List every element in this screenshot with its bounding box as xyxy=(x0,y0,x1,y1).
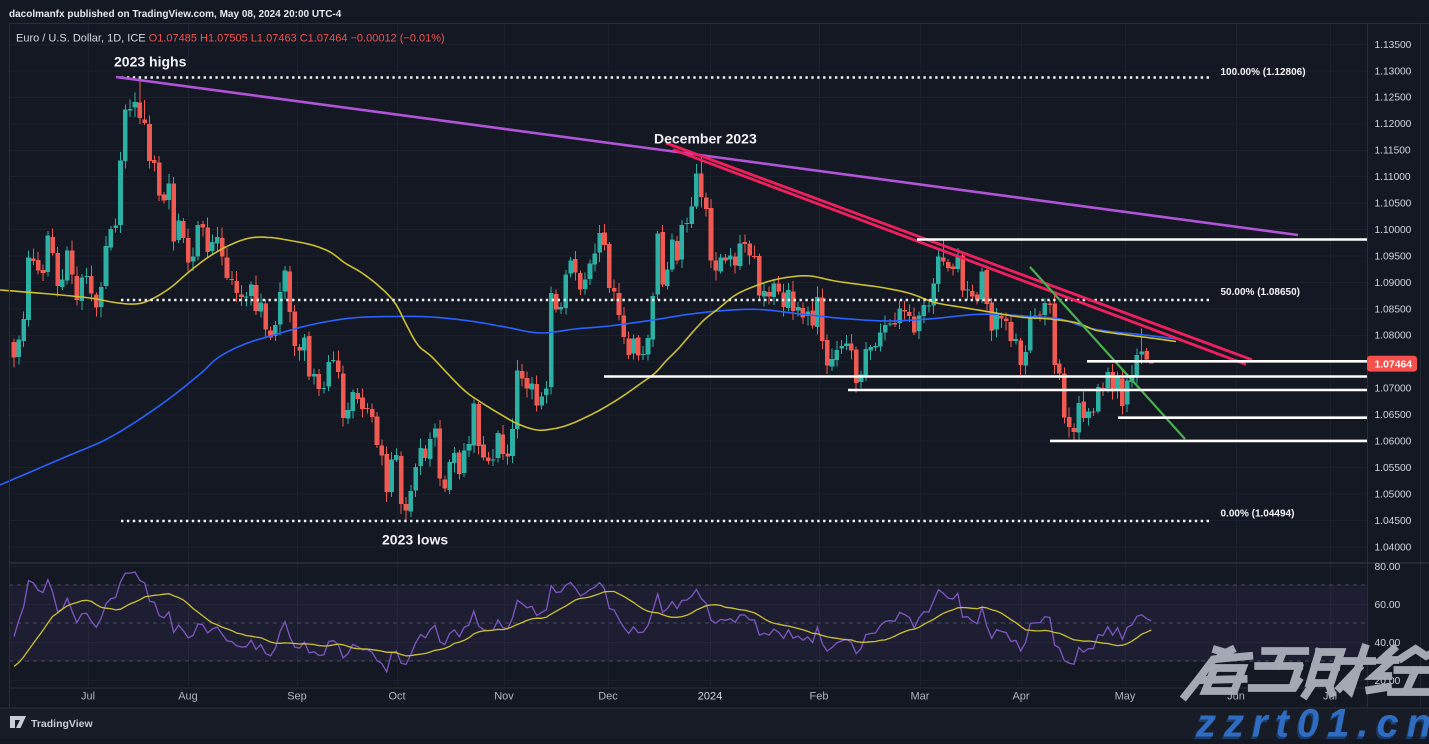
svg-text:1.12000: 1.12000 xyxy=(1375,119,1412,130)
svg-text:1.08000: 1.08000 xyxy=(1375,331,1412,342)
svg-text:1.13000: 1.13000 xyxy=(1375,66,1412,77)
svg-text:1.05500: 1.05500 xyxy=(1375,463,1412,474)
svg-text:1.08500: 1.08500 xyxy=(1375,304,1412,315)
svg-text:2024: 2024 xyxy=(698,691,722,703)
svg-text:1.06500: 1.06500 xyxy=(1375,410,1412,421)
svg-text:Jul: Jul xyxy=(1323,691,1337,703)
svg-text:Jul: Jul xyxy=(81,691,95,703)
svg-text:1.10500: 1.10500 xyxy=(1375,199,1412,210)
svg-text:Mar: Mar xyxy=(911,691,930,703)
svg-text:1.04000: 1.04000 xyxy=(1375,542,1412,553)
svg-text:Feb: Feb xyxy=(810,691,829,703)
svg-text:60.00: 60.00 xyxy=(1375,600,1401,611)
svg-text:0.00% (1.04494): 0.00% (1.04494) xyxy=(1221,509,1295,520)
svg-text:100.00% (1.12806): 100.00% (1.12806) xyxy=(1221,67,1306,78)
svg-text:1.07464: 1.07464 xyxy=(1375,360,1413,371)
svg-text:Aug: Aug xyxy=(178,691,198,703)
svg-text:Apr: Apr xyxy=(1012,691,1029,703)
svg-text:1.09500: 1.09500 xyxy=(1375,251,1412,262)
svg-text:1.09000: 1.09000 xyxy=(1375,278,1412,289)
svg-text:1.11000: 1.11000 xyxy=(1375,172,1411,183)
svg-text:Dec: Dec xyxy=(598,691,618,703)
svg-text:1.13500: 1.13500 xyxy=(1375,40,1412,51)
svg-text:1.05000: 1.05000 xyxy=(1375,489,1412,500)
svg-text:TradingView: TradingView xyxy=(31,718,93,730)
svg-text:80.00: 80.00 xyxy=(1375,562,1401,573)
svg-text:1.04500: 1.04500 xyxy=(1375,516,1412,527)
svg-text:2023 lows: 2023 lows xyxy=(382,532,448,548)
svg-text:May: May xyxy=(1115,691,1136,703)
svg-text:Oct: Oct xyxy=(388,691,405,703)
svg-text:50.00% (1.08650): 50.00% (1.08650) xyxy=(1221,287,1301,298)
svg-text:Euro / U.S. Dollar, 1D, ICE O1: Euro / U.S. Dollar, 1D, ICE O1.07485 H1.… xyxy=(16,33,445,45)
svg-text:1.07000: 1.07000 xyxy=(1375,384,1412,395)
svg-text:1.06000: 1.06000 xyxy=(1375,437,1412,448)
svg-text:1.10000: 1.10000 xyxy=(1375,225,1412,236)
svg-text:Nov: Nov xyxy=(494,691,514,703)
svg-text:2023 highs: 2023 highs xyxy=(114,54,187,70)
svg-text:1.12500: 1.12500 xyxy=(1375,93,1412,104)
svg-text:December 2023: December 2023 xyxy=(654,131,757,147)
svg-text:zzrt01.cn: zzrt01.cn xyxy=(1195,702,1429,740)
svg-text:Sep: Sep xyxy=(287,691,307,703)
svg-text:Jun: Jun xyxy=(1227,691,1245,703)
svg-text:dacolmanfx published on Tradin: dacolmanfx published on TradingView.com,… xyxy=(9,9,342,20)
svg-text:1.11500: 1.11500 xyxy=(1375,146,1411,157)
